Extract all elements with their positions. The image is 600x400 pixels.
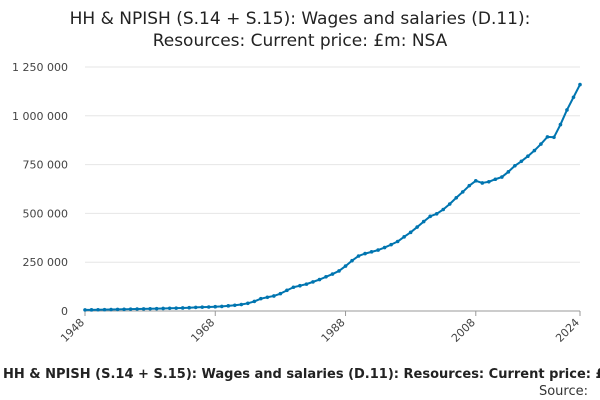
data-point[interactable] (506, 170, 511, 174)
data-point[interactable] (565, 108, 569, 112)
data-point[interactable] (487, 179, 491, 184)
data-point[interactable] (96, 307, 100, 312)
data-point[interactable] (350, 258, 354, 263)
data-point[interactable] (369, 250, 374, 254)
data-point[interactable] (480, 181, 485, 185)
data-point[interactable] (102, 307, 107, 312)
data-point[interactable] (233, 303, 237, 308)
series-line (84, 84, 581, 311)
footer-source: Source: (538, 384, 588, 399)
data-point[interactable] (291, 285, 296, 290)
data-point[interactable] (415, 225, 419, 229)
data-point[interactable] (376, 248, 380, 252)
x-tick-label: 2008 (449, 316, 478, 345)
data-point[interactable] (141, 307, 146, 311)
data-point[interactable] (441, 207, 446, 212)
data-point[interactable] (493, 177, 498, 182)
data-point[interactable] (578, 82, 582, 87)
data-point[interactable] (187, 305, 192, 310)
data-point[interactable] (434, 211, 439, 216)
data-point[interactable] (558, 122, 563, 127)
chart-title-line-2: Resources: Current price: £m: NSA (152, 31, 448, 51)
y-tick-label: 250 000 (23, 256, 69, 269)
data-point[interactable] (161, 306, 165, 311)
data-point[interactable] (246, 301, 250, 306)
data-point[interactable] (259, 296, 263, 301)
data-point[interactable] (389, 242, 393, 247)
data-point[interactable] (200, 305, 205, 309)
data-point[interactable] (552, 135, 556, 140)
data-point[interactable] (337, 269, 341, 273)
data-point[interactable] (148, 306, 152, 311)
data-point[interactable] (115, 307, 120, 312)
data-point[interactable] (513, 163, 517, 168)
y-tick-label: 1 250 000 (12, 61, 68, 74)
data-point[interactable] (545, 135, 550, 139)
data-point[interactable] (285, 288, 289, 293)
data-point[interactable] (356, 254, 361, 258)
axes: 0 250 000 500 000 750 000 1 000 000 1 250 000… (12, 61, 582, 345)
data-point[interactable] (213, 304, 218, 309)
data-point[interactable] (363, 251, 367, 256)
data-point[interactable] (278, 291, 283, 296)
data-point[interactable] (330, 272, 335, 276)
y-tick-label: 1 000 000 (12, 110, 68, 123)
data-point[interactable] (206, 305, 211, 309)
chart-title: HH & NPISH (S.14 + S.15): Wages and sala… (0, 8, 600, 52)
data-point[interactable] (460, 190, 465, 194)
data-point[interactable] (174, 306, 178, 310)
data-point[interactable] (473, 179, 478, 183)
data-point[interactable] (154, 306, 159, 311)
data-point[interactable] (571, 95, 576, 100)
data-point[interactable] (324, 274, 328, 279)
data-point[interactable] (539, 142, 543, 146)
data-point[interactable] (421, 219, 426, 224)
y-tick-label: 0 (61, 305, 68, 318)
data-point[interactable] (252, 299, 257, 304)
chart-title-line-1: HH & NPISH (S.14 + S.15): Wages and sala… (69, 9, 531, 29)
x-tick-label: 1968 (188, 316, 217, 345)
data-point[interactable] (135, 307, 139, 311)
data-point[interactable] (122, 307, 126, 312)
data-point[interactable] (500, 175, 504, 179)
data-point[interactable] (272, 294, 276, 298)
data-point[interactable] (402, 235, 406, 239)
data-point[interactable] (298, 283, 302, 288)
data-point[interactable] (83, 308, 87, 312)
footer-caption: HH & NPISH (S.14 + S.15): Wages and sala… (3, 367, 600, 382)
data-point[interactable] (395, 239, 400, 244)
data-point[interactable] (226, 304, 231, 308)
grid-lines (85, 66, 580, 312)
y-tick-label: 750 000 (23, 159, 69, 172)
data-point[interactable] (408, 230, 413, 235)
data-point[interactable] (304, 282, 309, 286)
data-point[interactable] (519, 159, 524, 164)
data-point[interactable] (454, 195, 459, 200)
data-point[interactable] (180, 306, 185, 310)
data-point[interactable] (467, 183, 472, 188)
x-tick-label: 1988 (319, 316, 348, 345)
data-point[interactable] (193, 305, 198, 310)
data-point[interactable] (317, 277, 322, 282)
data-point[interactable] (239, 302, 244, 307)
data-point[interactable] (526, 154, 530, 159)
x-tick-label: 1948 (58, 316, 87, 345)
data-point[interactable] (343, 264, 348, 268)
data-point[interactable] (109, 307, 113, 312)
data-point[interactable] (382, 245, 387, 250)
data-point[interactable] (89, 308, 94, 312)
data-point[interactable] (311, 280, 315, 284)
data-point[interactable] (532, 148, 537, 153)
series-wages-salaries (83, 82, 582, 312)
data-point[interactable] (447, 202, 452, 206)
data-point[interactable] (265, 295, 270, 300)
data-point[interactable] (128, 307, 133, 311)
data-point[interactable] (428, 214, 433, 219)
data-point[interactable] (219, 304, 224, 309)
y-tick-label: 500 000 (23, 207, 69, 220)
x-tick-label: 2024 (553, 316, 582, 345)
data-point[interactable] (167, 306, 172, 311)
